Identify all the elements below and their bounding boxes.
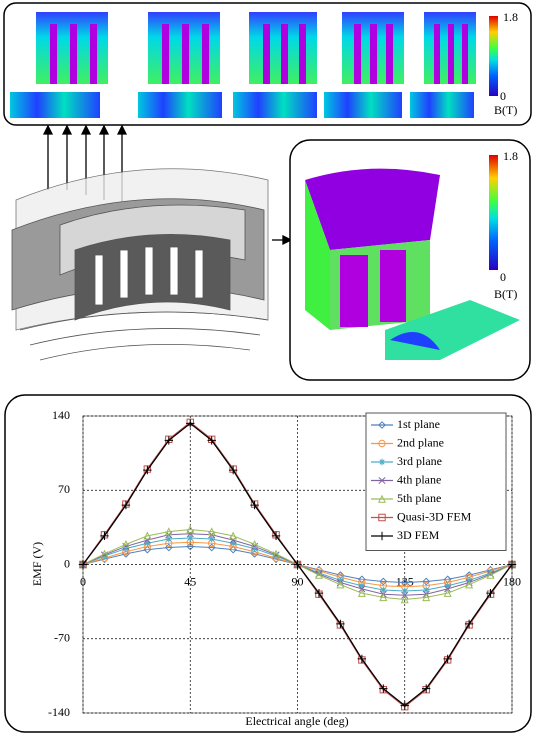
y-tick-label: 0 <box>64 556 70 570</box>
legend-label: 4th plane <box>397 472 441 486</box>
legend-label: Quasi-3D FEM <box>397 509 472 523</box>
colorbar-unit: B(T) <box>494 287 517 301</box>
colorbar-min: 0 <box>500 270 506 284</box>
machine-model <box>12 169 268 360</box>
y-tick-label: 70 <box>58 482 70 496</box>
y-axis-label: EMF (V) <box>30 542 44 586</box>
legend-label: 1st plane <box>397 417 440 431</box>
colorbar-min: 0 <box>500 89 506 103</box>
colorbar <box>489 155 498 270</box>
colorbar-unit: B(T) <box>494 103 517 117</box>
legend-label: 3rd plane <box>397 454 442 468</box>
legend-label: 3D FEM <box>397 528 440 542</box>
figure: 1.8 0 B(T) 1.8 0 B(T) Electrical angle (… <box>0 0 536 737</box>
colorbar <box>489 16 498 96</box>
y-tick-label: 140 <box>52 408 70 422</box>
y-tick-label: -70 <box>54 631 70 645</box>
y-tick-label: -140 <box>48 705 70 719</box>
legend-label: 2nd plane <box>397 435 444 449</box>
legend-label: 5th plane <box>397 491 441 505</box>
colorbar-max: 1.8 <box>503 149 518 163</box>
colorbar-max: 1.8 <box>503 10 518 24</box>
x-axis-label: Electrical angle (deg) <box>245 714 348 728</box>
